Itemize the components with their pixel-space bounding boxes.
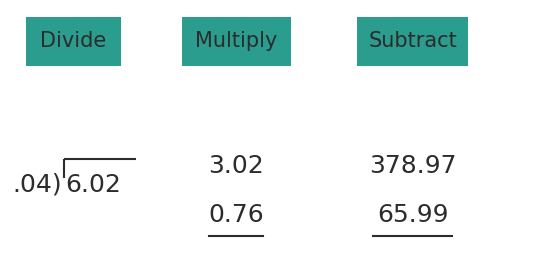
Text: Subtract: Subtract [368,31,457,51]
Text: 378.97: 378.97 [369,154,457,177]
Text: 65.99: 65.99 [377,203,449,227]
Text: 6.02: 6.02 [65,173,121,197]
Bar [182,17,291,66]
Text: Multiply: Multiply [195,31,277,51]
Bar [357,17,468,66]
Text: 0.76: 0.76 [209,203,264,227]
Text: .04): .04) [13,173,62,197]
Bar [26,17,121,66]
Text: Divide: Divide [40,31,106,51]
Text: 3.02: 3.02 [209,154,264,177]
